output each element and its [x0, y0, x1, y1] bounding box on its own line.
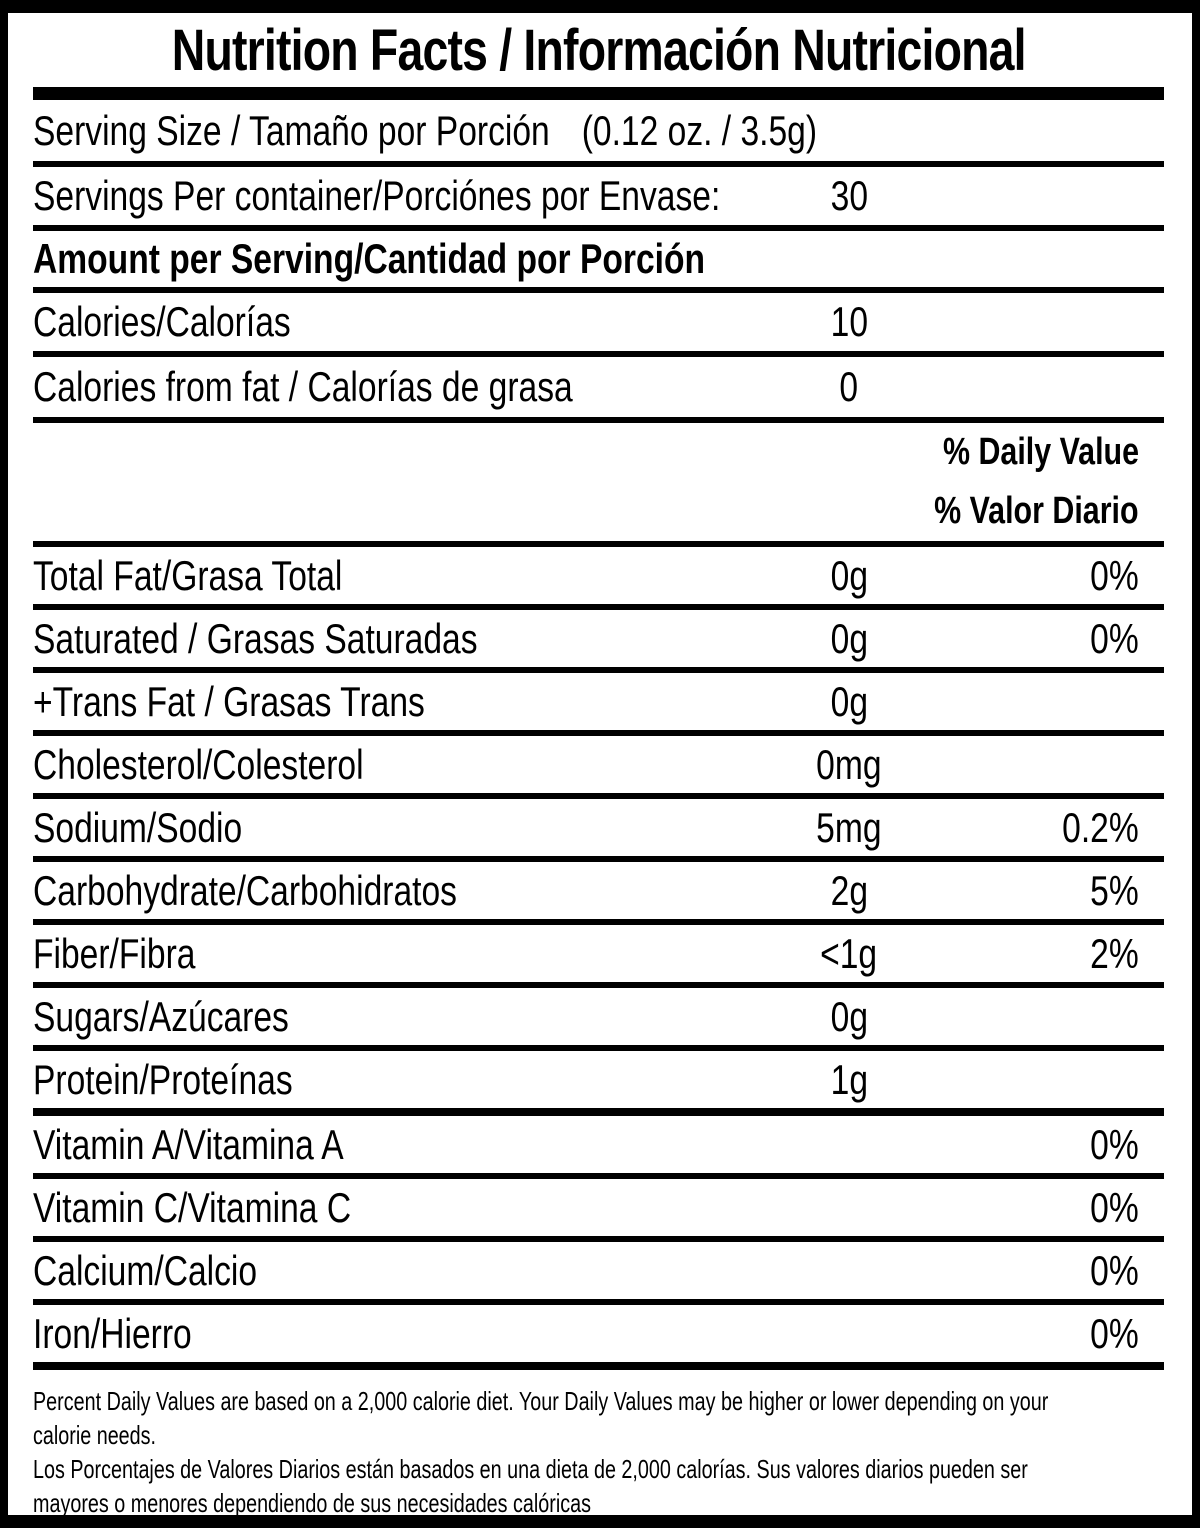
nutrient-row-total-fat: Total Fat/Grasa Total 0g 0%: [33, 547, 1164, 604]
nutrient-row-calcium: Calcium/Calcio 0%: [33, 1242, 1164, 1299]
nutrient-label: Saturated / Grasas Saturadas: [33, 614, 478, 662]
divider: [33, 1173, 1164, 1179]
nutrient-daily-value: 0%: [1090, 551, 1139, 599]
nutrient-row-protein: Protein/Proteínas 1g: [33, 1051, 1164, 1108]
title-divider-bar: [33, 87, 1164, 100]
nutrient-daily-value: 2%: [1090, 929, 1139, 977]
nutrient-row-carbohydrate: Carbohydrate/Carbohidratos 2g 5%: [33, 862, 1164, 919]
divider: [33, 604, 1164, 610]
serving-size-cell: Serving Size / Tamaño por Porción (0.12 o…: [33, 107, 1164, 155]
divider: [33, 541, 1164, 547]
calories-from-fat-value: 0: [839, 363, 859, 410]
nutrient-label: Sugars/Azúcares: [33, 992, 289, 1040]
nutrient-amount: 5mg: [816, 803, 882, 851]
nutrient-row-cholesterol: Cholesterol/Colesterol 0mg: [33, 736, 1164, 793]
divider: [33, 351, 1164, 357]
nutrient-amount: <1g: [820, 929, 878, 977]
nutrient-daily-value: 0%: [1090, 614, 1139, 662]
calories-label: Calories/Calorías: [33, 298, 291, 345]
nutrient-row-trans-fat: +Trans Fat / Grasas Trans 0g: [33, 673, 1164, 730]
nutrient-label: +Trans Fat / Grasas Trans: [33, 677, 425, 725]
calories-from-fat-row: Calories from fat / Calorías de grasa 0: [33, 357, 1164, 417]
calories-from-fat-label: Calories from fat / Calorías de grasa: [33, 363, 573, 410]
amount-per-serving-heading: Amount per Serving/Cantidad por Porción: [33, 235, 706, 282]
divider: [33, 1108, 1164, 1116]
nutrient-label: Fiber/Fibra: [33, 929, 196, 977]
footnote-es-line-1: Los Porcentajes de Valores Diarios están…: [33, 1454, 1028, 1484]
servings-per-container-value: 30: [830, 172, 868, 219]
daily-value-header-es-row: % Valor Diario: [33, 482, 1164, 541]
nutrient-label: Calcium/Calcio: [33, 1246, 258, 1294]
nutrient-row-sodium: Sodium/Sodio 5mg 0.2%: [33, 799, 1164, 856]
daily-value-header-en: % Daily Value: [942, 431, 1139, 473]
footnote-block: Percent Daily Values are based on a 2,00…: [33, 1370, 1164, 1518]
divider: [33, 417, 1164, 423]
label-title-block: Nutrition Facts / Información Nutriciona…: [33, 13, 1164, 87]
daily-value-header-es: % Valor Diario: [934, 490, 1139, 532]
nutrient-daily-value: 0%: [1090, 1309, 1139, 1357]
divider: [33, 982, 1164, 988]
nutrient-row-fiber: Fiber/Fibra <1g 2%: [33, 925, 1164, 982]
nutrient-row-vitamin-a: Vitamin A/Vitamina A 0%: [33, 1116, 1164, 1173]
divider: [33, 1236, 1164, 1242]
nutrient-label: Carbohydrate/Carbohidratos: [33, 866, 457, 914]
divider: [33, 1045, 1164, 1051]
nutrient-daily-value: 0%: [1090, 1183, 1139, 1231]
nutrient-daily-value: 0%: [1090, 1246, 1139, 1294]
calories-value: 10: [830, 298, 868, 345]
nutrient-amount: 0g: [830, 614, 868, 662]
footnote-en-line-2: calorie needs.: [33, 1420, 157, 1450]
nutrient-row-saturated-fat: Saturated / Grasas Saturadas 0g 0%: [33, 610, 1164, 667]
nutrient-label: Vitamin C/Vitamina C: [33, 1183, 352, 1231]
nutrient-daily-value: 0%: [1090, 1120, 1139, 1168]
amount-per-serving-row: Amount per Serving/Cantidad por Porción: [33, 231, 1164, 287]
footnote-es-line-2: mayores o menores dependiendo de sus nec…: [33, 1488, 592, 1518]
servings-per-container-label: Servings Per container/Porciónes por Env…: [33, 172, 721, 219]
nutrient-row-iron: Iron/Hierro 0%: [33, 1305, 1164, 1362]
nutrient-label: Cholesterol/Colesterol: [33, 740, 364, 788]
servings-per-container-row: Servings Per container/Porciónes por Env…: [33, 167, 1164, 225]
nutrient-amount: 0mg: [816, 740, 882, 788]
nutrient-label: Total Fat/Grasa Total: [33, 551, 343, 599]
divider: [33, 730, 1164, 736]
nutrient-row-vitamin-c: Vitamin C/Vitamina C 0%: [33, 1179, 1164, 1236]
divider: [33, 225, 1164, 231]
daily-value-header-block: % Daily Value % Valor Diario: [33, 423, 1164, 541]
divider: [33, 287, 1164, 293]
divider: [33, 667, 1164, 673]
footnote-en-line-1: Percent Daily Values are based on a 2,00…: [33, 1386, 1049, 1416]
nutrient-amount: 1g: [830, 1055, 868, 1103]
divider: [33, 793, 1164, 799]
nutrient-daily-value: 5%: [1090, 866, 1139, 914]
nutrient-label: Sodium/Sodio: [33, 803, 243, 851]
divider: [33, 1299, 1164, 1305]
nutrient-daily-value: 0.2%: [1062, 803, 1139, 851]
nutrient-amount: 0g: [830, 992, 868, 1040]
label-title: Nutrition Facts / Información Nutriciona…: [171, 17, 1026, 83]
divider: [33, 919, 1164, 925]
serving-size-row: Serving Size / Tamaño por Porción (0.12 o…: [33, 100, 1164, 161]
nutrient-label: Iron/Hierro: [33, 1309, 192, 1357]
divider: [33, 856, 1164, 862]
nutrient-amount: 0g: [830, 677, 868, 725]
nutrient-amount: 0g: [830, 551, 868, 599]
serving-size-label: Serving Size / Tamaño por Porción: [33, 106, 550, 154]
daily-value-header-en-row: % Daily Value: [33, 423, 1164, 482]
footnote-divider: [33, 1362, 1164, 1370]
nutrient-label: Vitamin A/Vitamina A: [33, 1120, 344, 1168]
nutrient-row-sugars: Sugars/Azúcares 0g: [33, 988, 1164, 1045]
serving-size-value: (0.12 oz. / 3.5g): [581, 106, 818, 154]
nutrient-amount: 2g: [830, 866, 868, 914]
divider: [33, 161, 1164, 167]
calories-row: Calories/Calorías 10: [33, 293, 1164, 351]
nutrient-label: Protein/Proteínas: [33, 1055, 293, 1103]
